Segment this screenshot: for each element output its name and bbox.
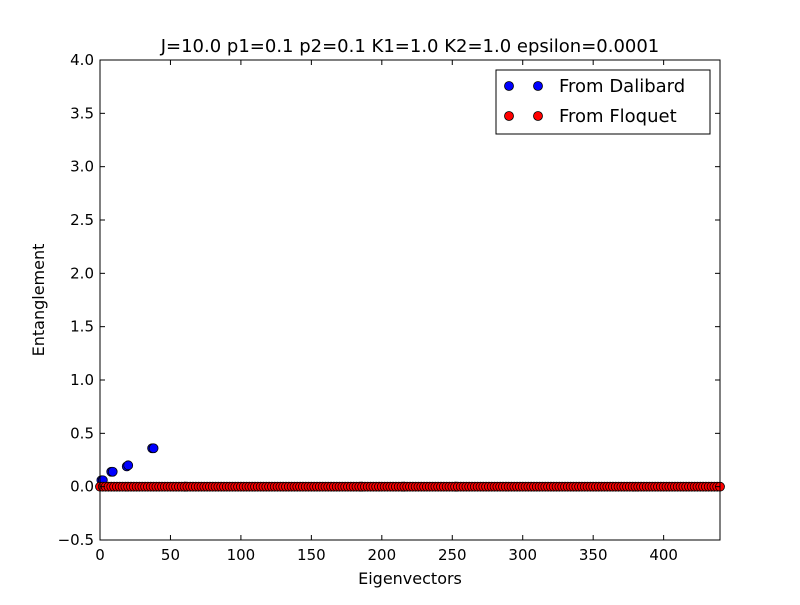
y-tick-label: 4.0 (70, 51, 94, 69)
plot-frame (99, 59, 721, 541)
legend-label-floquet: From Floquet (559, 106, 677, 127)
legend-marker-dalibard (504, 81, 514, 91)
x-tick-label: 100 (227, 546, 256, 564)
y-tick-label: 0.0 (70, 478, 94, 496)
x-tick-label: 300 (508, 546, 537, 564)
chart-title: J=10.0 p1=0.1 p2=0.1 K1=1.0 K2=1.0 epsil… (160, 36, 660, 57)
plot-marks (95, 443, 725, 492)
series-floquet (95, 481, 725, 492)
x-tick-label: 50 (161, 546, 180, 564)
x-tick-label: 150 (297, 546, 326, 564)
x-tick-label: 250 (438, 546, 467, 564)
y-tick-label: 1.0 (70, 371, 94, 389)
y-tick-label: 3.0 (70, 158, 94, 176)
y-tick-label: 0.5 (70, 424, 94, 442)
dalibard-point (148, 443, 159, 454)
y-tick-label: 2.0 (70, 264, 94, 282)
legend-marker-dalibard (533, 81, 543, 91)
legend-marker-floquet (533, 111, 543, 121)
x-tick-label: 0 (95, 546, 105, 564)
dalibard-point (107, 466, 118, 477)
y-tick-label: −0.5 (58, 531, 94, 549)
x-tick-label: 350 (579, 546, 608, 564)
y-axis-label: Entanglement (29, 244, 48, 357)
x-axis-label: Eigenvectors (358, 569, 462, 588)
x-tick-label: 400 (649, 546, 678, 564)
legend-marker-floquet (504, 111, 514, 121)
legend-label-dalibard: From Dalibard (559, 76, 685, 97)
x-tick-label: 200 (367, 546, 396, 564)
y-tick-label: 2.5 (70, 211, 94, 229)
legend-box (495, 69, 711, 135)
y-tick-label: 1.5 (70, 318, 94, 336)
legend: From Dalibard From Floquet (495, 69, 711, 135)
y-tick-label: 3.5 (70, 104, 94, 122)
axis-ticks: 0 50 100 150 200 250 300 350 400 −0.5 0.0 0.5 1.0 1.5… (58, 51, 720, 564)
dalibard-point (123, 460, 134, 471)
